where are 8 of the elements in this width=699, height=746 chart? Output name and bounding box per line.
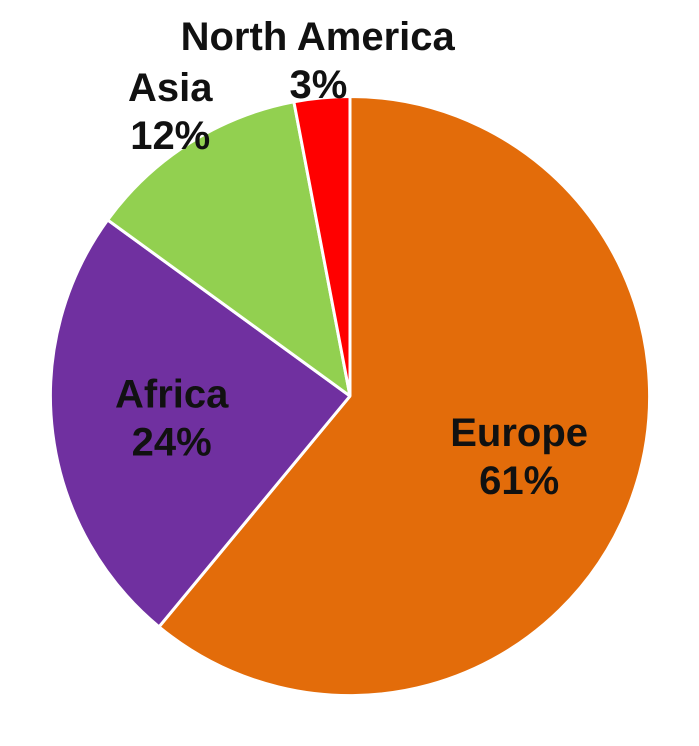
data-label: 24%	[132, 420, 212, 465]
slice-label: Asia	[128, 66, 214, 110]
slice-label: North America	[180, 15, 456, 60]
data-label: 12%	[130, 114, 210, 158]
slice-label: Africa	[114, 372, 230, 417]
data-label: 3%	[290, 63, 348, 108]
data-label: 61%	[479, 459, 560, 504]
slice-label: Europe	[450, 411, 588, 456]
